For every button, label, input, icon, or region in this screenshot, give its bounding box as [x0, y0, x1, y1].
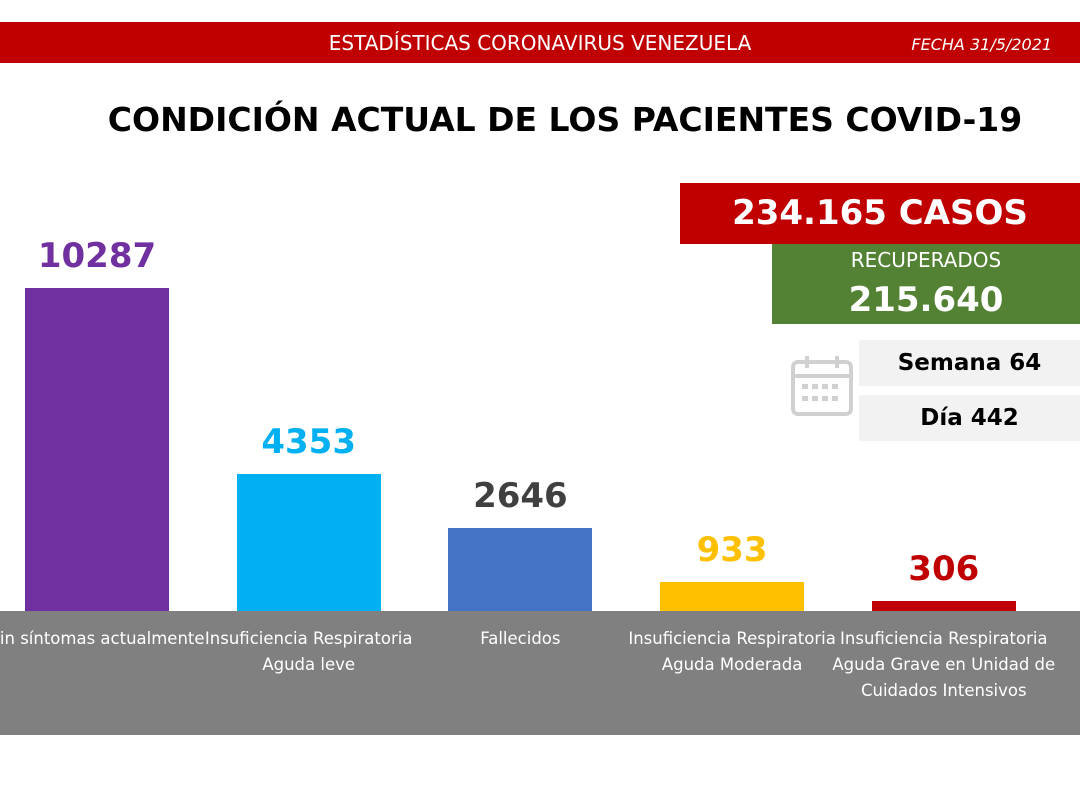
recovered-label: RECUPERADOS — [850, 248, 1002, 272]
value-label: 933 — [696, 529, 768, 570]
value-label: 4353 — [261, 422, 356, 463]
x-tick-label: Fallecidos — [480, 629, 561, 648]
category-band — [0, 611, 1080, 735]
bar — [448, 527, 593, 611]
calendar-icon — [791, 356, 853, 416]
header-title: ESTADÍSTICAS CORONAVIRUS VENEZUELA — [328, 31, 752, 55]
header-date: FECHA 31/5/2021 — [911, 35, 1052, 54]
bar — [236, 474, 381, 611]
x-tick-label: Insuficiencia Respiratoria Aguda Grave e… — [832, 629, 1056, 700]
recovered-value: 215.640 — [848, 280, 1004, 320]
value-label: 2646 — [473, 475, 568, 516]
x-tick-label: Sin síntomas actualmente — [0, 629, 205, 648]
day-box: Día 442 — [859, 395, 1080, 441]
cases-box: 234.165 CASOS — [680, 183, 1080, 244]
x-tick-label: Insuficiencia Respiratoria Aguda leve — [204, 629, 413, 674]
bar — [871, 601, 1016, 611]
recovered-box — [772, 244, 1080, 324]
bar — [660, 581, 805, 611]
value-label: 306 — [908, 549, 980, 590]
x-tick-label: Insuficiencia Respiratoria Aguda Moderad… — [628, 629, 836, 674]
value-label: 10287 — [37, 236, 157, 276]
week-box: Semana 64 — [859, 340, 1080, 386]
bar — [25, 288, 169, 611]
header-band — [0, 22, 1080, 63]
chart-title: CONDICIÓN ACTUAL DE LOS PACIENTES COVID-… — [107, 100, 1023, 139]
